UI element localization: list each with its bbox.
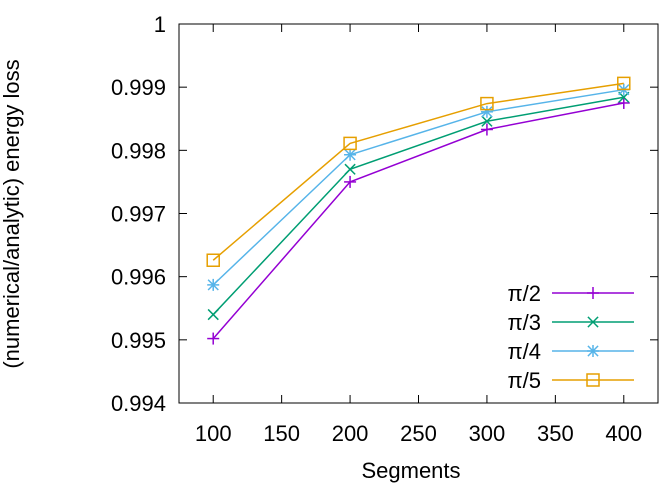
legend-marker <box>587 287 599 299</box>
data-point <box>481 115 493 127</box>
legend-marker <box>587 316 599 328</box>
x-tick-label: 400 <box>605 421 642 446</box>
series-line <box>212 102 624 340</box>
y-tick-label: 0.998 <box>111 138 166 163</box>
data-point <box>480 105 493 118</box>
y-tick-label: 0.996 <box>111 265 166 290</box>
y-tick-label: 0.994 <box>111 391 166 416</box>
series-line <box>212 82 624 261</box>
data-point <box>344 148 357 161</box>
x-tick-label: 150 <box>263 421 300 446</box>
data-point <box>207 308 219 321</box>
y-tick-label: 1 <box>154 12 166 37</box>
legend-label: π/5 <box>507 368 541 393</box>
plot-frame <box>178 23 659 404</box>
legend-item: π/2 <box>507 281 634 306</box>
data-point <box>344 163 356 175</box>
series-line <box>212 88 624 286</box>
y-axis-label: (numerical/analytic) energy loss <box>0 59 24 368</box>
x-tick-label: 300 <box>469 421 506 446</box>
x-tick-label: 100 <box>195 421 232 446</box>
x-axis-label: Segments <box>361 458 460 483</box>
legend-item: π/3 <box>507 310 634 335</box>
data-point <box>206 253 220 267</box>
plot-area <box>178 23 659 404</box>
x-tick-label: 250 <box>400 421 437 446</box>
series-1 <box>207 96 630 345</box>
legend-label: π/4 <box>507 339 541 364</box>
tick-labels: 100 150 200 250 300 350 400 0.994 0.995 0.996 0.99… <box>111 12 642 446</box>
series-2 <box>207 91 630 321</box>
y-tick-label: 0.997 <box>111 202 166 227</box>
data-point <box>617 76 631 91</box>
data-point <box>480 123 493 136</box>
y-tick-label: 0.995 <box>111 328 166 353</box>
series-line <box>212 96 624 316</box>
legend-marker <box>587 345 599 357</box>
data-point <box>207 278 220 291</box>
legend-label: π/2 <box>507 281 541 306</box>
legend-item: π/4 <box>507 339 634 364</box>
x-tick-label: 200 <box>332 421 369 446</box>
data-point <box>344 175 357 188</box>
series-4 <box>206 76 631 267</box>
data-point <box>617 96 630 109</box>
legend: π/2 π/3 π/4 π/5 <box>507 281 634 393</box>
y-tick-label: 0.999 <box>111 75 166 100</box>
series-layer <box>206 76 631 345</box>
legend-label: π/3 <box>507 310 541 335</box>
data-point <box>207 332 220 345</box>
legend-item: π/5 <box>507 368 634 393</box>
data-point <box>343 136 357 151</box>
legend-marker <box>586 373 600 387</box>
x-tick-label: 350 <box>537 421 574 446</box>
data-point <box>480 96 494 111</box>
